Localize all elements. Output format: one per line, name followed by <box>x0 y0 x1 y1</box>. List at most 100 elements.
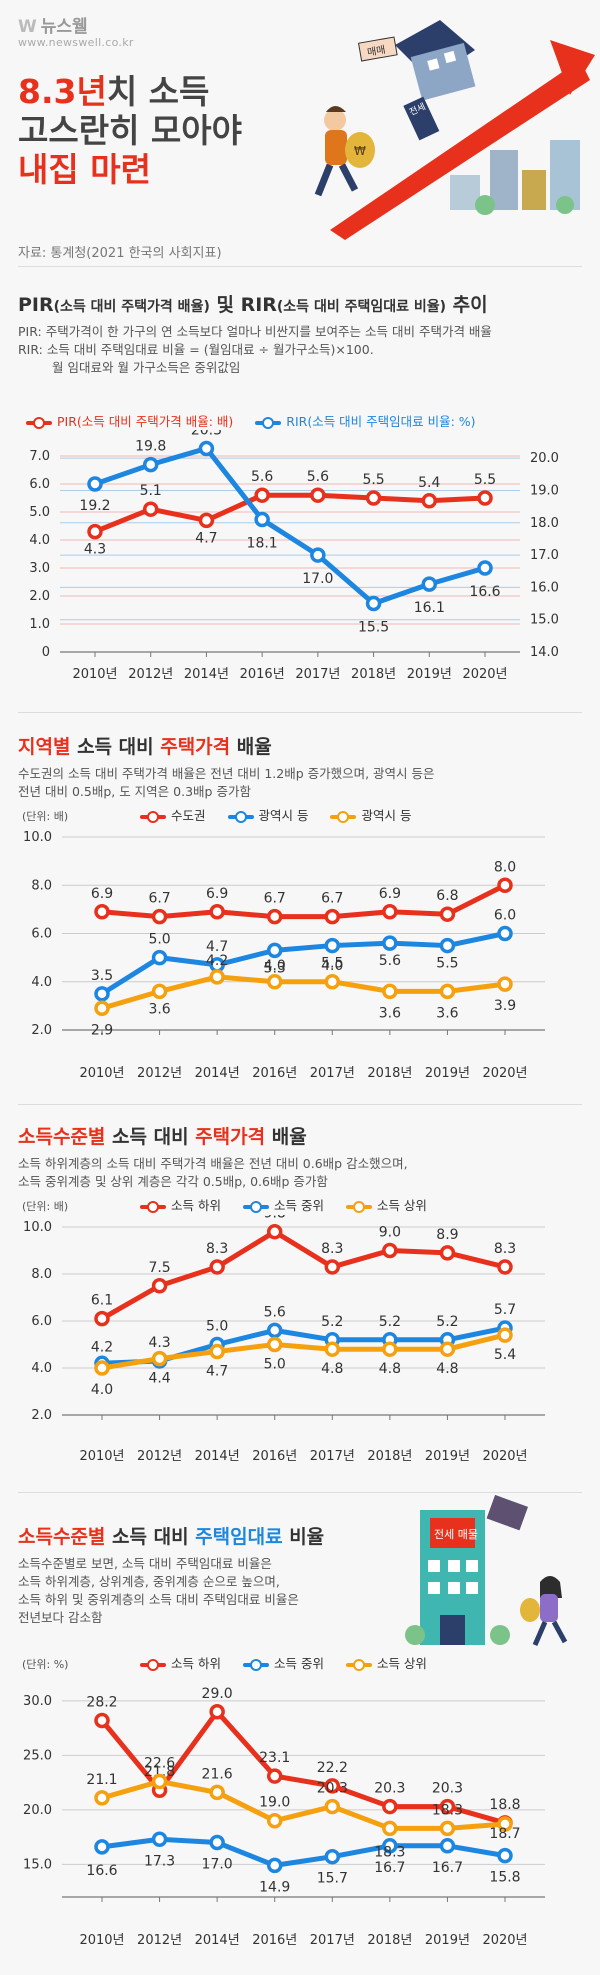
x-axis: 2010년 2012년 2014년 2016년 2017년 2018년 2019년 2020년 <box>79 1415 528 1464</box>
data-point <box>382 935 398 951</box>
data-label: 5.6 <box>379 953 401 969</box>
data-point <box>142 501 159 517</box>
income-price-chart: 2.0 4.0 6.0 8.0 10.0 2010년 2012년 2014년 2016년 2017… <box>23 1215 545 1464</box>
data-label: 8.0 <box>494 859 516 875</box>
x-tick-label: 2017년 <box>310 1066 355 1081</box>
data-label: 22.6 <box>144 1756 175 1772</box>
x-tick-label: 2016년 <box>252 1066 297 1081</box>
x-axis: 2010년 2012년 2014년 2016년 2017년 2018년 2019년 2020년 <box>72 652 508 682</box>
data-point <box>94 986 110 1002</box>
data-label: 21.8 <box>144 1764 175 1780</box>
data-label: 16.6 <box>469 584 500 600</box>
section-title: 소득수준별 소득 대비 주택가격 배율 <box>18 1126 307 1148</box>
data-point <box>421 493 438 509</box>
data-label: 5.0 <box>264 1357 286 1373</box>
section-description: 소득 하위계층의 소득 대비 주택가격 배율은 전년 대비 0.6배p 감소했으… <box>18 1156 408 1189</box>
data-label: 18.1 <box>247 536 278 552</box>
x-tick-label: 2016년 <box>252 1933 297 1948</box>
data-label: 20.3 <box>374 1781 405 1797</box>
data-label: 3.6 <box>436 1005 458 1021</box>
y-tick-label: 6.0 <box>31 1314 52 1329</box>
data-label: 8.9 <box>436 1227 458 1243</box>
data-point <box>266 1812 283 1829</box>
y-tick-label: 6.0 <box>29 477 50 492</box>
site-logo[interactable]: W 뉴스웰 <box>18 17 88 37</box>
section-income-price: 소득수준별 소득 대비 주택가격 배율 소득 하위계층의 소득 대비 주택가격 … <box>18 1122 583 1191</box>
series-line <box>99 931 508 997</box>
y-tick-label: 18.0 <box>530 516 559 531</box>
data-point <box>497 1259 513 1275</box>
data-label: 5.1 <box>140 483 162 499</box>
section-description: PIR: 주택가격이 한 가구의 연 소득보다 얼마나 비싼지를 보여주는 소득… <box>18 324 492 375</box>
svg-text:매매: 매매 <box>366 44 386 59</box>
data-label: 20.3 <box>432 1781 463 1797</box>
data-point <box>151 1831 168 1848</box>
data-label: 18.3 <box>432 1802 463 1818</box>
divider <box>18 1492 582 1493</box>
data-label: 5.6 <box>307 469 329 485</box>
series-1: 19.2 19.8 20.3 18.1 17.0 15.5 16.1 16.6 <box>79 430 500 636</box>
y-tick-label: 4.0 <box>29 533 50 548</box>
data-point <box>382 1242 398 1259</box>
x-tick-label: 2017년 <box>295 667 340 682</box>
section-title: 지역별 소득 대비 주택가격 배율 <box>18 736 272 758</box>
series-line <box>99 1332 508 1371</box>
data-label: 16.7 <box>374 1860 405 1876</box>
legend-item-capital: 수도권 <box>140 805 206 824</box>
x-tick-label: 2020년 <box>482 1933 527 1948</box>
x-tick-label: 2016년 <box>252 1449 297 1464</box>
data-point <box>324 1848 341 1865</box>
y-tick-label: 7.0 <box>29 449 50 464</box>
data-point <box>439 1245 456 1261</box>
series-line <box>92 492 488 535</box>
data-label: 4.4 <box>148 1371 170 1387</box>
data-point <box>254 487 270 503</box>
x-tick-label: 2010년 <box>72 667 117 682</box>
data-label: 8.3 <box>206 1241 228 1257</box>
data-label: 5.6 <box>264 1304 286 1320</box>
data-label: 4.0 <box>264 958 286 974</box>
data-label: 5.2 <box>321 1314 343 1330</box>
section-income-rent: 소득수준별 소득 대비 주택임대료 비율 소득수준별로 보면, 소득 대비 주택… <box>18 1522 583 1627</box>
divider <box>18 712 582 713</box>
x-tick-label: 2014년 <box>195 1449 240 1464</box>
divider <box>18 266 582 267</box>
divider <box>18 1104 582 1105</box>
legend-item-mid: 소득 중위 <box>242 1195 324 1214</box>
data-point <box>151 1278 168 1294</box>
data-label: 5.2 <box>379 1314 401 1330</box>
section-regional: 지역별 소득 대비 주택가격 배율 수도권의 소득 대비 주택가격 배율은 전년… <box>18 732 583 801</box>
data-point <box>266 1857 283 1874</box>
data-label: 5.6 <box>251 469 273 485</box>
y-tick-label: 1.0 <box>29 617 50 632</box>
data-point <box>382 983 398 1000</box>
data-label: 17.0 <box>302 571 333 587</box>
data-point <box>439 1341 456 1357</box>
data-point <box>324 1778 341 1794</box>
data-point <box>266 974 283 990</box>
series-line <box>99 974 508 1011</box>
series-0: 6.9 6.7 6.9 6.7 6.7 6.9 6.8 8.0 <box>91 859 516 925</box>
chart3-legend: 소득 하위 소득 중위 소득 상위 <box>140 1195 445 1214</box>
data-label: 16.6 <box>86 1863 117 1879</box>
x-tick-label: 2010년 <box>79 1933 124 1948</box>
data-point <box>151 1350 168 1367</box>
data-point <box>151 1773 168 1790</box>
y-tick-label: 10.0 <box>23 1220 52 1235</box>
data-point <box>198 512 215 529</box>
headline-highlight: 8.3년 <box>18 72 107 111</box>
headline-text-2: 고스란히 모아야 <box>18 111 243 150</box>
data-point <box>310 487 326 503</box>
data-point <box>209 1343 225 1360</box>
price-tag-lease <box>403 96 440 141</box>
data-label: 6.9 <box>206 886 228 902</box>
data-label: 5.2 <box>436 1314 458 1330</box>
logo-mark-icon: W <box>18 17 37 37</box>
data-label: 4.3 <box>84 542 106 558</box>
legend-item-rir: RIR(소득 대비 주택임대료 비율: %) <box>255 411 476 430</box>
data-label: 20.3 <box>191 430 222 438</box>
x-tick-label: 2017년 <box>310 1933 355 1948</box>
legend-item-low: 소득 하위 <box>140 1653 221 1672</box>
data-label: 18.3 <box>374 1844 405 1860</box>
